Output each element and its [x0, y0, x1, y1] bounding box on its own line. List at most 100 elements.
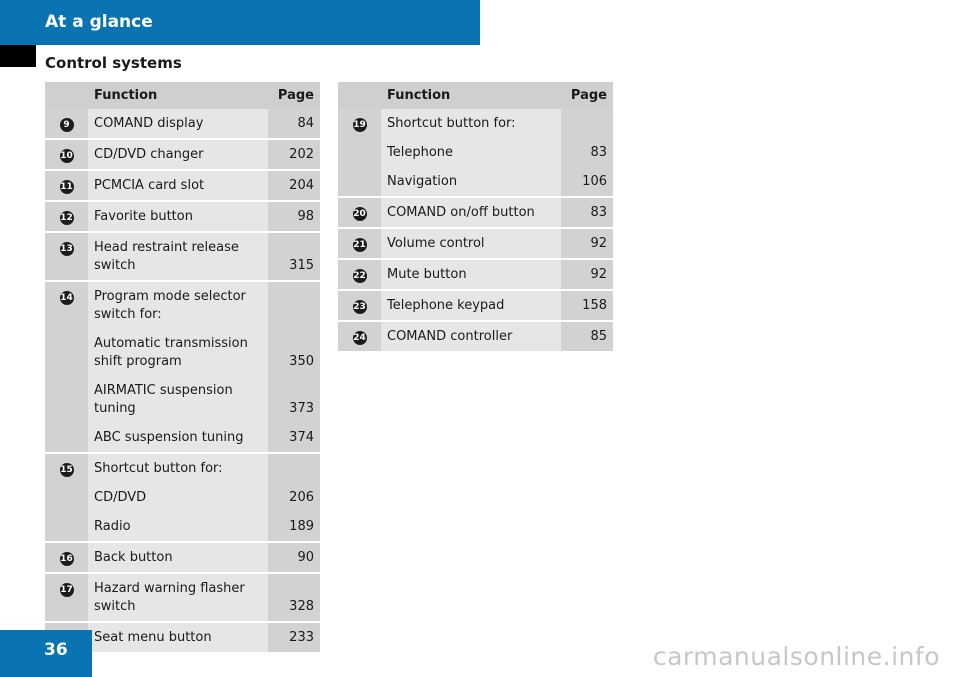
- item-number-icon: 9: [59, 118, 74, 132]
- item-number-icon: 13: [59, 242, 74, 256]
- page-reference: 106: [582, 174, 607, 189]
- header-function: Function: [381, 82, 561, 109]
- function-line: Volume control 92: [381, 229, 613, 258]
- function-line: COMAND controller 85: [381, 322, 613, 351]
- function-cell: Seat menu button 233: [88, 622, 320, 654]
- function-line: Navigation 106: [381, 167, 613, 196]
- page-reference: 373: [289, 401, 314, 416]
- item-number-icon: 21: [352, 238, 367, 252]
- table-row: 10 CD/DVD changer 202: [45, 139, 320, 171]
- function-text: Mute button: [387, 267, 467, 282]
- function-cell: Favorite button 98: [88, 201, 320, 233]
- table-row: 21 Volume control 92: [338, 228, 613, 260]
- table-row: 15 Shortcut button for: CD/DVD 206 Radio 189: [45, 453, 320, 543]
- item-number-cell: 13: [45, 232, 88, 282]
- function-line: Radio 189: [88, 512, 320, 541]
- item-number-cell: 15: [45, 453, 88, 543]
- function-cell: Back button 90: [88, 542, 320, 574]
- function-text: Head restraint release switch: [94, 240, 239, 273]
- page-reference: 98: [297, 209, 314, 224]
- item-number-cell: 23: [338, 290, 381, 322]
- function-cell: Head restraint release switch 315: [88, 232, 320, 282]
- item-number-cell: 24: [338, 321, 381, 353]
- item-number-icon: 15: [59, 463, 74, 477]
- function-line: CD/DVD 206: [88, 483, 320, 512]
- page-number-box: [0, 630, 92, 677]
- function-text: Shortcut button for:: [94, 461, 223, 476]
- item-number-cell: 17: [45, 573, 88, 623]
- page-number: 36: [44, 640, 68, 660]
- table-row: 20 COMAND on/off button 83: [338, 197, 613, 229]
- item-number-icon: 19: [352, 118, 367, 132]
- item-number-cell: 22: [338, 259, 381, 291]
- function-cell: Shortcut button for: CD/DVD 206 Radio 189: [88, 453, 320, 543]
- function-text: Telephone keypad: [387, 298, 505, 313]
- function-text: ABC suspension tuning: [94, 430, 244, 445]
- page-reference: 83: [590, 205, 607, 220]
- table-row: 16 Back button 90: [45, 542, 320, 574]
- function-line: Program mode selector switch for:: [88, 282, 320, 329]
- table-row: 23 Telephone keypad 158: [338, 290, 613, 322]
- item-number-icon: 23: [352, 300, 367, 314]
- function-cell: CD/DVD changer 202: [88, 139, 320, 171]
- function-line: Telephone keypad 158: [381, 291, 613, 320]
- header-title: At a glance: [45, 12, 153, 32]
- page-reference: 202: [289, 147, 314, 162]
- item-number-icon: 14: [59, 291, 74, 305]
- section-marker: [0, 45, 36, 67]
- item-number-cell: 11: [45, 170, 88, 202]
- function-line: Hazard warning flasher switch 328: [88, 574, 320, 621]
- header-page: Page: [561, 82, 613, 109]
- item-number-cell: 14: [45, 281, 88, 454]
- function-line: COMAND on/off button 83: [381, 198, 613, 227]
- item-number-icon: 12: [59, 211, 74, 225]
- function-cell: COMAND controller 85: [381, 321, 613, 353]
- function-text: CD/DVD changer: [94, 147, 204, 162]
- item-number-icon: 20: [352, 207, 367, 221]
- item-number-icon: 16: [59, 552, 74, 566]
- page-reference: 315: [289, 258, 314, 273]
- function-text: Seat menu button: [94, 630, 212, 645]
- item-number-cell: 21: [338, 228, 381, 260]
- item-number-icon: 11: [59, 180, 74, 194]
- function-text: CD/DVD: [94, 490, 147, 505]
- function-cell: COMAND display 84: [88, 109, 320, 140]
- table-row: 24 COMAND controller 85: [338, 321, 613, 353]
- page-reference: 328: [289, 599, 314, 614]
- function-text: Back button: [94, 550, 173, 565]
- function-line: Favorite button 98: [88, 202, 320, 231]
- function-line: Shortcut button for:: [88, 454, 320, 483]
- page-reference: 83: [590, 145, 607, 160]
- header-bar: [0, 0, 480, 45]
- function-text: Favorite button: [94, 209, 193, 224]
- function-text: AIRMATIC suspension tuning: [94, 383, 233, 416]
- function-line: Shortcut button for:: [381, 109, 613, 138]
- function-line: CD/DVD changer 202: [88, 140, 320, 169]
- header-page: Page: [268, 82, 320, 109]
- page-reference: 206: [289, 490, 314, 505]
- function-cell: PCMCIA card slot 204: [88, 170, 320, 202]
- table-header-row: Function Page: [45, 82, 320, 109]
- table-row: 19 Shortcut button for: Telephone 83 Navigat…: [338, 109, 613, 198]
- function-text: Program mode selector switch for:: [94, 289, 246, 322]
- function-text: Navigation: [387, 174, 458, 189]
- page-reference: 90: [297, 550, 314, 565]
- item-number-cell: 12: [45, 201, 88, 233]
- function-line: Telephone 83: [381, 138, 613, 167]
- function-line: Automatic transmission shift program 350: [88, 329, 320, 376]
- function-cell: Program mode selector switch for: Automat…: [88, 281, 320, 454]
- function-line: Head restraint release switch 315: [88, 233, 320, 280]
- function-text: Volume control: [387, 236, 485, 251]
- function-cell: Volume control 92: [381, 228, 613, 260]
- table-row: 13 Head restraint release switch 315: [45, 232, 320, 282]
- item-number-cell: 20: [338, 197, 381, 229]
- header-function: Function: [88, 82, 268, 109]
- watermark: carmanualsonline.info: [652, 642, 940, 671]
- section-title: Control systems: [45, 54, 182, 72]
- function-line: AIRMATIC suspension tuning 373: [88, 376, 320, 423]
- function-line: Seat menu button 233: [88, 623, 320, 652]
- function-text: Telephone: [387, 145, 454, 160]
- item-number-cell: 19: [338, 109, 381, 198]
- page-reference: 204: [289, 178, 314, 193]
- page-reference: 92: [590, 236, 607, 251]
